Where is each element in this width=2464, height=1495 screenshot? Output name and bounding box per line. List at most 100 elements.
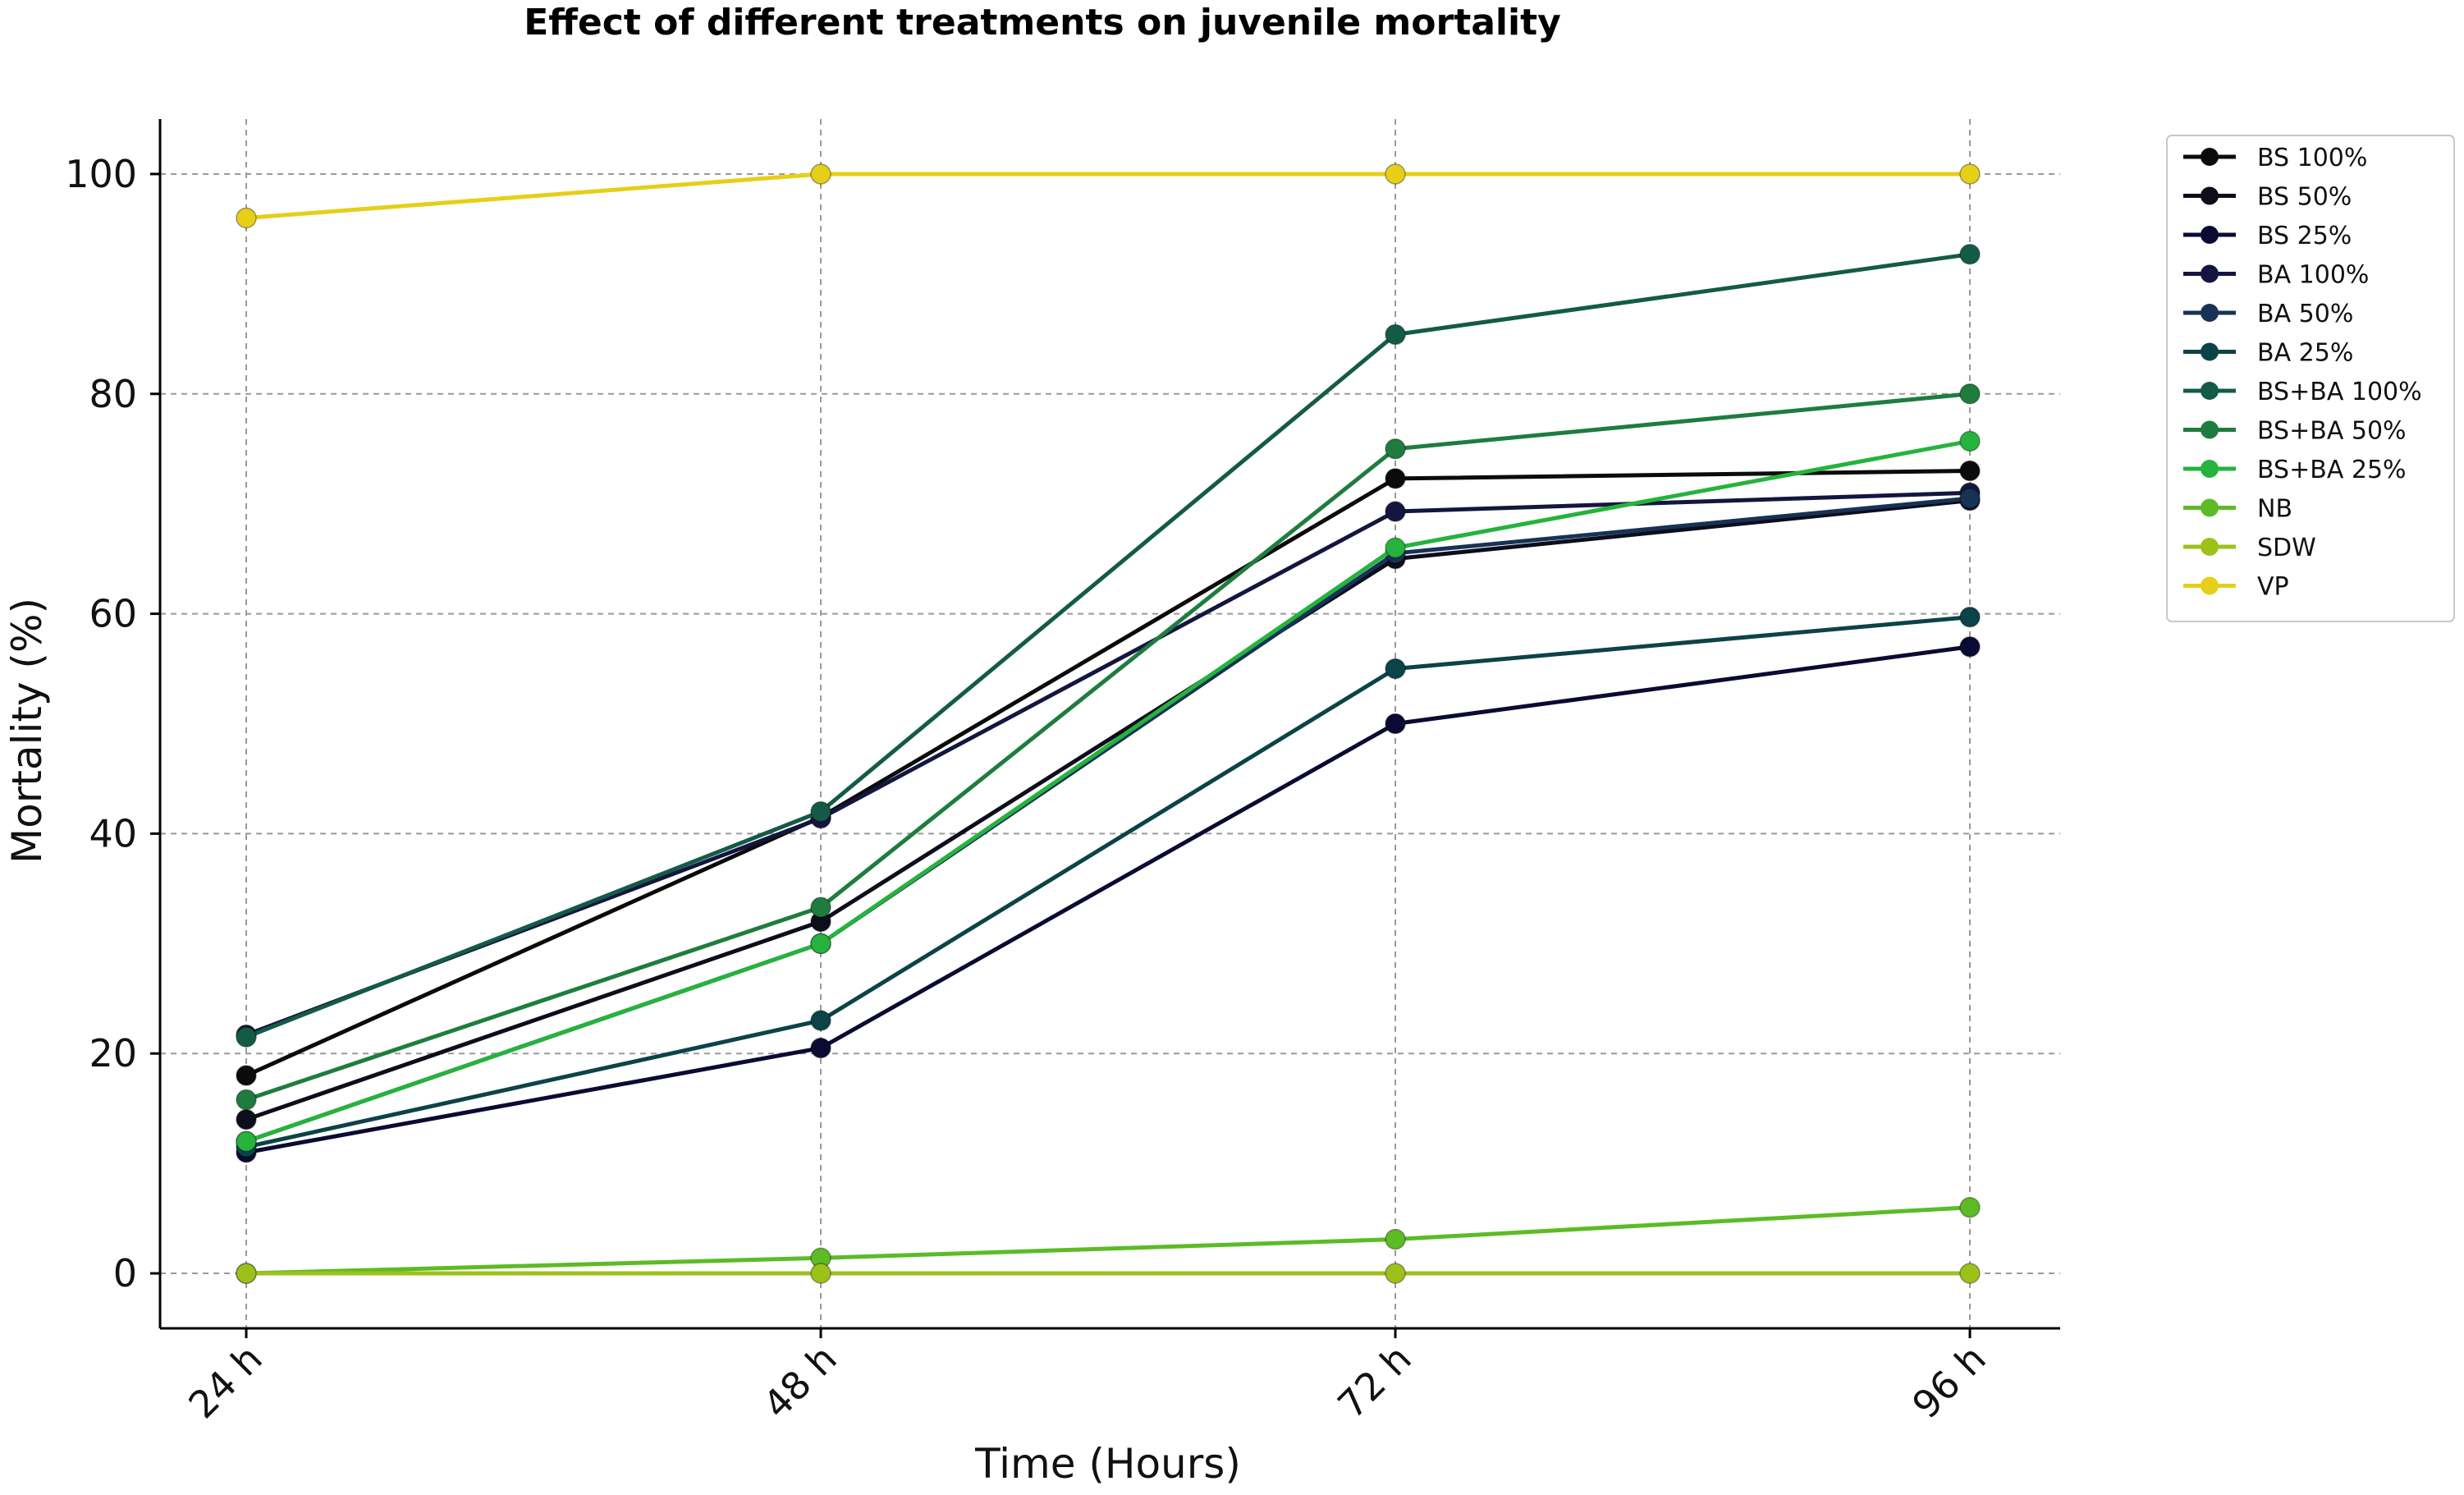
data-point-bs-100 [236,1065,257,1086]
legend-swatch-marker [2201,382,2219,400]
legend-swatch-marker [2201,420,2219,439]
legend-label: BS 50% [2257,183,2352,212]
data-point-ba-100 [1385,501,1406,522]
legend-label: BS+BA 100% [2257,378,2422,406]
series-bs-100 [236,460,1981,1086]
legend-swatch-marker [2201,148,2219,166]
series-lines [236,163,1981,1284]
data-point-bs-ba-100 [1959,243,1981,265]
data-point-nb [1385,1228,1406,1250]
series-line-bs-50 [245,498,1971,1121]
data-point-sdw [1385,1263,1406,1284]
data-point-vp [1385,163,1406,185]
legend-label: BA 100% [2257,261,2369,290]
legend-swatch-marker [2201,186,2219,205]
x-tick-label: 24 h [180,1337,271,1428]
data-point-ba-25 [810,1010,831,1031]
legend-label: VP [2257,573,2289,602]
series-bs-ba-50 [236,383,1981,1111]
data-point-bs-ba-50 [810,897,831,918]
legend-label: BS 25% [2257,222,2352,250]
legend-swatch-marker [2201,264,2219,283]
y-tick-label: 60 [89,592,137,636]
legend-swatch-marker [2201,342,2219,361]
y-tick-label: 20 [89,1031,137,1075]
data-point-nb [1959,1196,1981,1218]
series-line-ba-50 [245,496,1971,1144]
data-point-bs-25 [1385,713,1406,735]
data-point-ba-25 [1385,658,1406,680]
x-tick-label: 48 h [754,1337,845,1428]
series-bs-ba-100 [236,243,1981,1048]
x-tick-label: 72 h [1329,1337,1420,1428]
legend-box [2166,135,2455,622]
series-sdw [236,1263,1981,1284]
legend-swatch-marker [2201,226,2219,244]
series-nb [236,1196,1981,1284]
axis-labels: Time (Hours) Mortality (%) [3,598,1241,1488]
series-bs-25 [236,636,1981,1163]
y-tick-label: 80 [89,372,137,416]
series-ba-25 [236,606,1981,1158]
legend-label: BA 50% [2257,300,2353,328]
axes [150,119,2060,1338]
series-line-vp [245,172,1970,221]
data-point-bs-100 [1385,468,1406,489]
data-point-vp [1959,163,1981,185]
data-point-vp [236,207,257,229]
data-point-ba-50 [1959,488,1981,509]
data-point-bs-ba-100 [1385,323,1406,346]
data-point-bs-ba-50 [1959,383,1981,405]
data-point-bs-25 [810,1037,831,1059]
x-tick-label: 96 h [1903,1337,1995,1428]
y-tick-label: 100 [65,152,137,196]
series-line-bs-ba-50 [245,392,1971,1102]
y-tick-label: 0 [113,1251,137,1296]
data-point-vp [810,163,831,185]
x-axis-label: Time (Hours) [974,1440,1241,1488]
data-point-bs-ba-25 [810,933,831,955]
legend-label: BS 100% [2257,144,2367,172]
data-point-bs-ba-100 [810,800,831,823]
data-point-bs-ba-25 [1385,537,1406,558]
grid [160,119,2060,1328]
data-point-sdw [1959,1263,1981,1284]
data-point-bs-ba-25 [236,1130,257,1153]
data-point-bs-ba-50 [1385,438,1406,460]
series-bs-50 [236,489,1981,1130]
series-line-bs-100 [245,469,1971,1078]
y-tick-label: 40 [89,811,137,855]
y-axis-label: Mortality (%) [3,598,51,864]
chart-title: Effect of different treatments on juveni… [524,2,1561,44]
data-point-bs-ba-25 [1959,430,1981,452]
legend-label: BS+BA 50% [2257,417,2407,446]
series-line-bs-25 [245,644,1971,1155]
series-line-bs-ba-25 [245,438,1971,1144]
legend-swatch-marker [2201,498,2219,517]
data-point-bs-ba-50 [236,1089,257,1111]
legend-label: NB [2257,495,2292,524]
data-point-bs-100 [1959,460,1981,482]
data-point-bs-25 [1959,636,1981,658]
series-vp [236,163,1981,229]
data-point-sdw [236,1263,257,1284]
legend: BS 100% BS 50% BS 25% BA 100% BA 50% BA 25% BS… [2166,135,2455,622]
legend-swatch-marker [2201,576,2219,595]
legend-label: BA 25% [2257,339,2353,368]
legend-swatch-marker [2201,304,2219,322]
legend-swatch-marker [2201,460,2219,478]
data-point-ba-25 [1959,606,1981,628]
series-ba-50 [236,488,1981,1153]
legend-label: SDW [2257,534,2316,562]
data-point-bs-ba-100 [236,1026,257,1048]
data-point-bs-50 [236,1108,257,1130]
series-line-ba-25 [245,615,1971,1149]
legend-label: BS+BA 25% [2257,456,2407,484]
series-line-bs-ba-100 [245,252,1971,1039]
legend-swatch-marker [2201,538,2219,556]
series-line-nb [245,1205,1971,1276]
data-point-sdw [810,1263,831,1284]
series-bs-ba-25 [236,430,1981,1153]
